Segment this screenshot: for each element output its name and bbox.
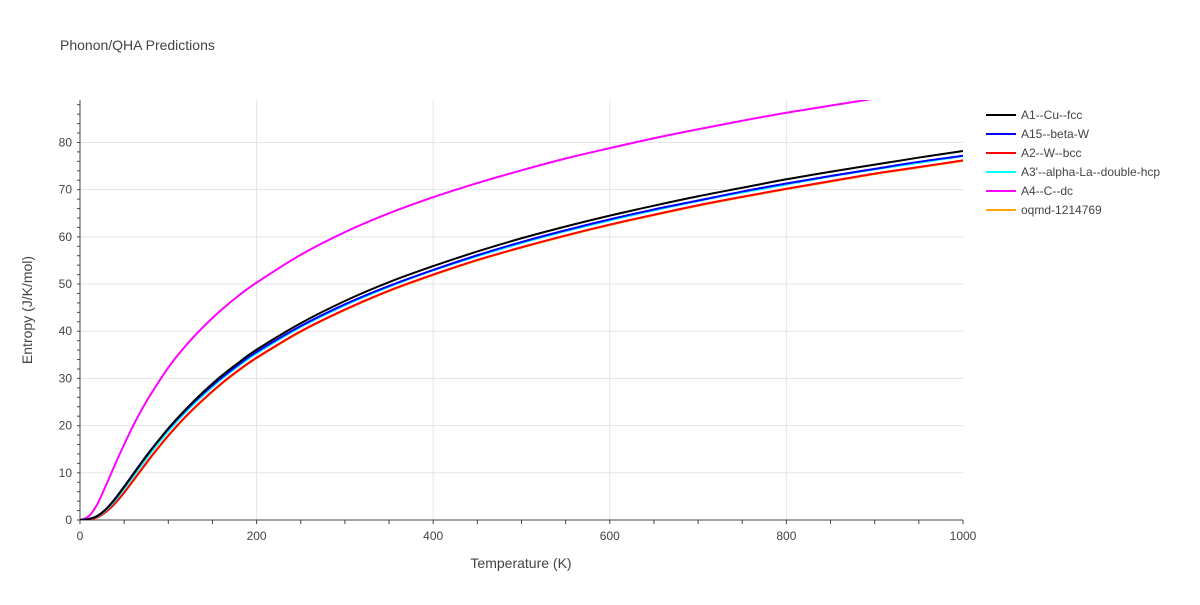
legend-item[interactable]: A4--C--dc bbox=[986, 184, 1073, 198]
y-axis-label: Entropy (J/K/mol) bbox=[19, 256, 35, 364]
x-tick-label: 800 bbox=[776, 529, 796, 543]
legend-item[interactable]: A3'--alpha-La--double-hcp bbox=[986, 165, 1160, 179]
legend-label: A4--C--dc bbox=[1021, 184, 1073, 198]
x-tick-label: 1000 bbox=[950, 529, 977, 543]
x-tick-label: 200 bbox=[247, 529, 267, 543]
legend-label: A15--beta-W bbox=[1021, 127, 1090, 141]
legend-label: oqmd-1214769 bbox=[1021, 203, 1102, 217]
series-line-oqmd-1214769[interactable] bbox=[80, 159, 963, 520]
series-line-a15-beta-w[interactable] bbox=[80, 154, 963, 520]
series-line-a4-c-dc[interactable] bbox=[80, 86, 963, 520]
x-axis-label: Temperature (K) bbox=[470, 555, 571, 571]
y-tick-label: 10 bbox=[59, 466, 73, 480]
y-tick-label: 30 bbox=[59, 371, 73, 385]
y-tick-label: 40 bbox=[59, 324, 73, 338]
legend-label: A1--Cu--fcc bbox=[1021, 108, 1082, 122]
legend-item[interactable]: oqmd-1214769 bbox=[986, 203, 1102, 217]
y-tick-label: 20 bbox=[59, 419, 73, 433]
legend-label: A2--W--bcc bbox=[1021, 146, 1081, 160]
y-tick-label: 60 bbox=[59, 230, 73, 244]
y-tick-label: 80 bbox=[59, 135, 73, 149]
legend-item[interactable]: A2--W--bcc bbox=[986, 146, 1081, 160]
y-tick-label: 50 bbox=[59, 277, 73, 291]
legend[interactable]: A1--Cu--fcc A15--beta-W A2--W--bcc A3'--alp… bbox=[986, 108, 1160, 217]
legend-item[interactable]: A15--beta-W bbox=[986, 127, 1090, 141]
x-tick-label: 0 bbox=[77, 529, 84, 543]
y-tick-label: 0 bbox=[65, 513, 72, 527]
legend-label: A3'--alpha-La--double-hcp bbox=[1021, 165, 1160, 179]
x-tick-label: 400 bbox=[423, 529, 443, 543]
x-tick-label: 600 bbox=[600, 529, 620, 543]
series-line-a2-w-bcc[interactable] bbox=[80, 159, 963, 520]
series-layer bbox=[80, 86, 963, 520]
legend-item[interactable]: A1--Cu--fcc bbox=[986, 108, 1082, 122]
grid-layer bbox=[80, 100, 963, 520]
series-line-a1-cu-fcc[interactable] bbox=[80, 149, 963, 520]
chart-title: Phonon/QHA Predictions bbox=[60, 37, 215, 53]
series-line-a3-alpha-la-double-hcp[interactable] bbox=[80, 155, 963, 520]
y-tick-label: 70 bbox=[59, 183, 73, 197]
